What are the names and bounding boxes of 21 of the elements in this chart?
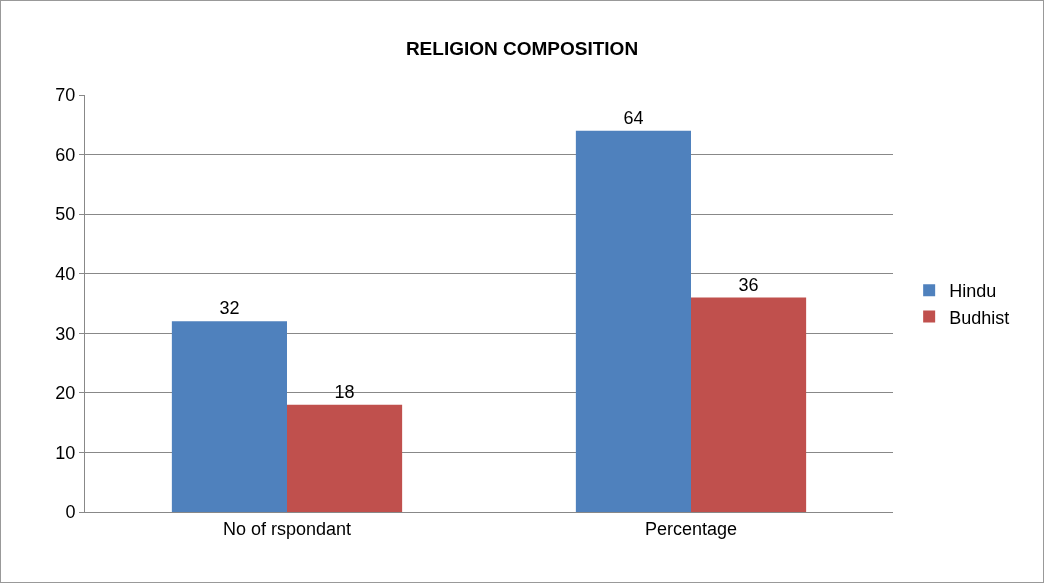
x-tick-label: No of rspondant [222, 518, 352, 539]
y-tick-label: 50 [55, 204, 76, 225]
data-label: 64 [623, 107, 644, 128]
bar [691, 297, 807, 512]
y-tick-label: 40 [55, 264, 76, 285]
bar [287, 404, 403, 512]
bar [171, 321, 287, 512]
legend-label: Hindu [949, 281, 997, 302]
data-label: 32 [219, 298, 240, 319]
y-tick-label: 30 [55, 323, 76, 344]
data-label: 18 [334, 381, 355, 402]
y-tick-label: 0 [65, 502, 76, 523]
x-tick-label: Percentage [644, 518, 738, 539]
y-tick-label: 10 [55, 442, 76, 463]
y-tick-label: 60 [55, 144, 76, 165]
y-tick-label: 20 [55, 383, 76, 404]
bar [575, 130, 691, 512]
legend-label: Budhist [949, 307, 1010, 328]
data-label: 36 [738, 274, 759, 295]
chart-title: RELIGION COMPOSITION [405, 37, 639, 59]
y-tick-label: 70 [55, 85, 76, 106]
